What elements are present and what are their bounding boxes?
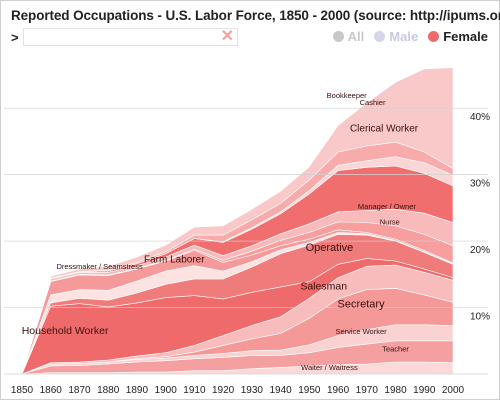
- filter-female[interactable]: Female: [428, 29, 488, 44]
- x-tick-label: 1850: [11, 385, 34, 396]
- area-label: Manager / Owner: [358, 202, 416, 211]
- close-icon[interactable]: ✕: [220, 28, 234, 45]
- y-tick-label: 30%: [470, 179, 490, 190]
- x-tick-label: 1940: [269, 385, 292, 396]
- x-tick-label: 1860: [40, 385, 63, 396]
- x-tick-label: 1950: [298, 385, 321, 396]
- x-tick-label: 1900: [155, 385, 178, 396]
- search-prompt: >: [11, 30, 19, 45]
- search-box[interactable]: ✕: [23, 28, 238, 47]
- filter-female-dot: [428, 31, 440, 42]
- area-label: Cashier: [360, 98, 386, 107]
- chart-title: Reported Occupations - U.S. Labor Force,…: [11, 8, 500, 23]
- area-label: Operative: [306, 242, 354, 254]
- x-tick-label: 1970: [356, 385, 379, 396]
- filter-all[interactable]: All: [332, 29, 365, 44]
- area-label: Service Worker: [335, 327, 387, 336]
- area-label: Farm Laborer: [144, 254, 205, 265]
- filter-male-label: Male: [389, 29, 419, 44]
- search-input[interactable]: [24, 31, 222, 47]
- area-label: Nurse: [380, 217, 400, 226]
- area-series-14[interactable]: [21, 67, 454, 375]
- area-label: Salesman: [300, 281, 347, 293]
- y-tick-label: 10%: [470, 312, 490, 323]
- area-label: Clerical Worker: [350, 123, 419, 134]
- x-tick-label: 1870: [68, 385, 91, 396]
- y-tick-label: 20%: [470, 245, 490, 256]
- area-label: Waiter / Waitress: [301, 363, 358, 372]
- x-tick-label: 1910: [183, 385, 206, 396]
- filter-all-label: All: [347, 29, 365, 44]
- y-tick-label: 40%: [470, 112, 490, 123]
- filter-male-dot: [374, 31, 386, 42]
- area-label: Teacher: [382, 344, 409, 353]
- x-tick-label: 1930: [241, 385, 264, 396]
- area-label: Bookkeeper: [327, 91, 368, 100]
- filter-male[interactable]: Male: [374, 29, 418, 44]
- x-tick-label: 1960: [327, 385, 350, 396]
- x-tick-label: 2000: [442, 385, 465, 396]
- gender-filter: All Male Female: [332, 29, 488, 44]
- x-tick-label: 1880: [97, 385, 120, 396]
- area-label: Dressmaker / Seamstress: [56, 262, 143, 271]
- x-tick-label: 1890: [126, 385, 149, 396]
- x-tick-label: 1990: [413, 385, 436, 396]
- x-tick-label: 1980: [384, 385, 407, 396]
- filter-female-label: Female: [443, 29, 488, 44]
- filter-all-dot: [332, 31, 344, 42]
- area-label: Household Worker: [22, 325, 109, 337]
- x-tick-label: 1920: [212, 385, 235, 396]
- area-label: Secretary: [338, 299, 386, 311]
